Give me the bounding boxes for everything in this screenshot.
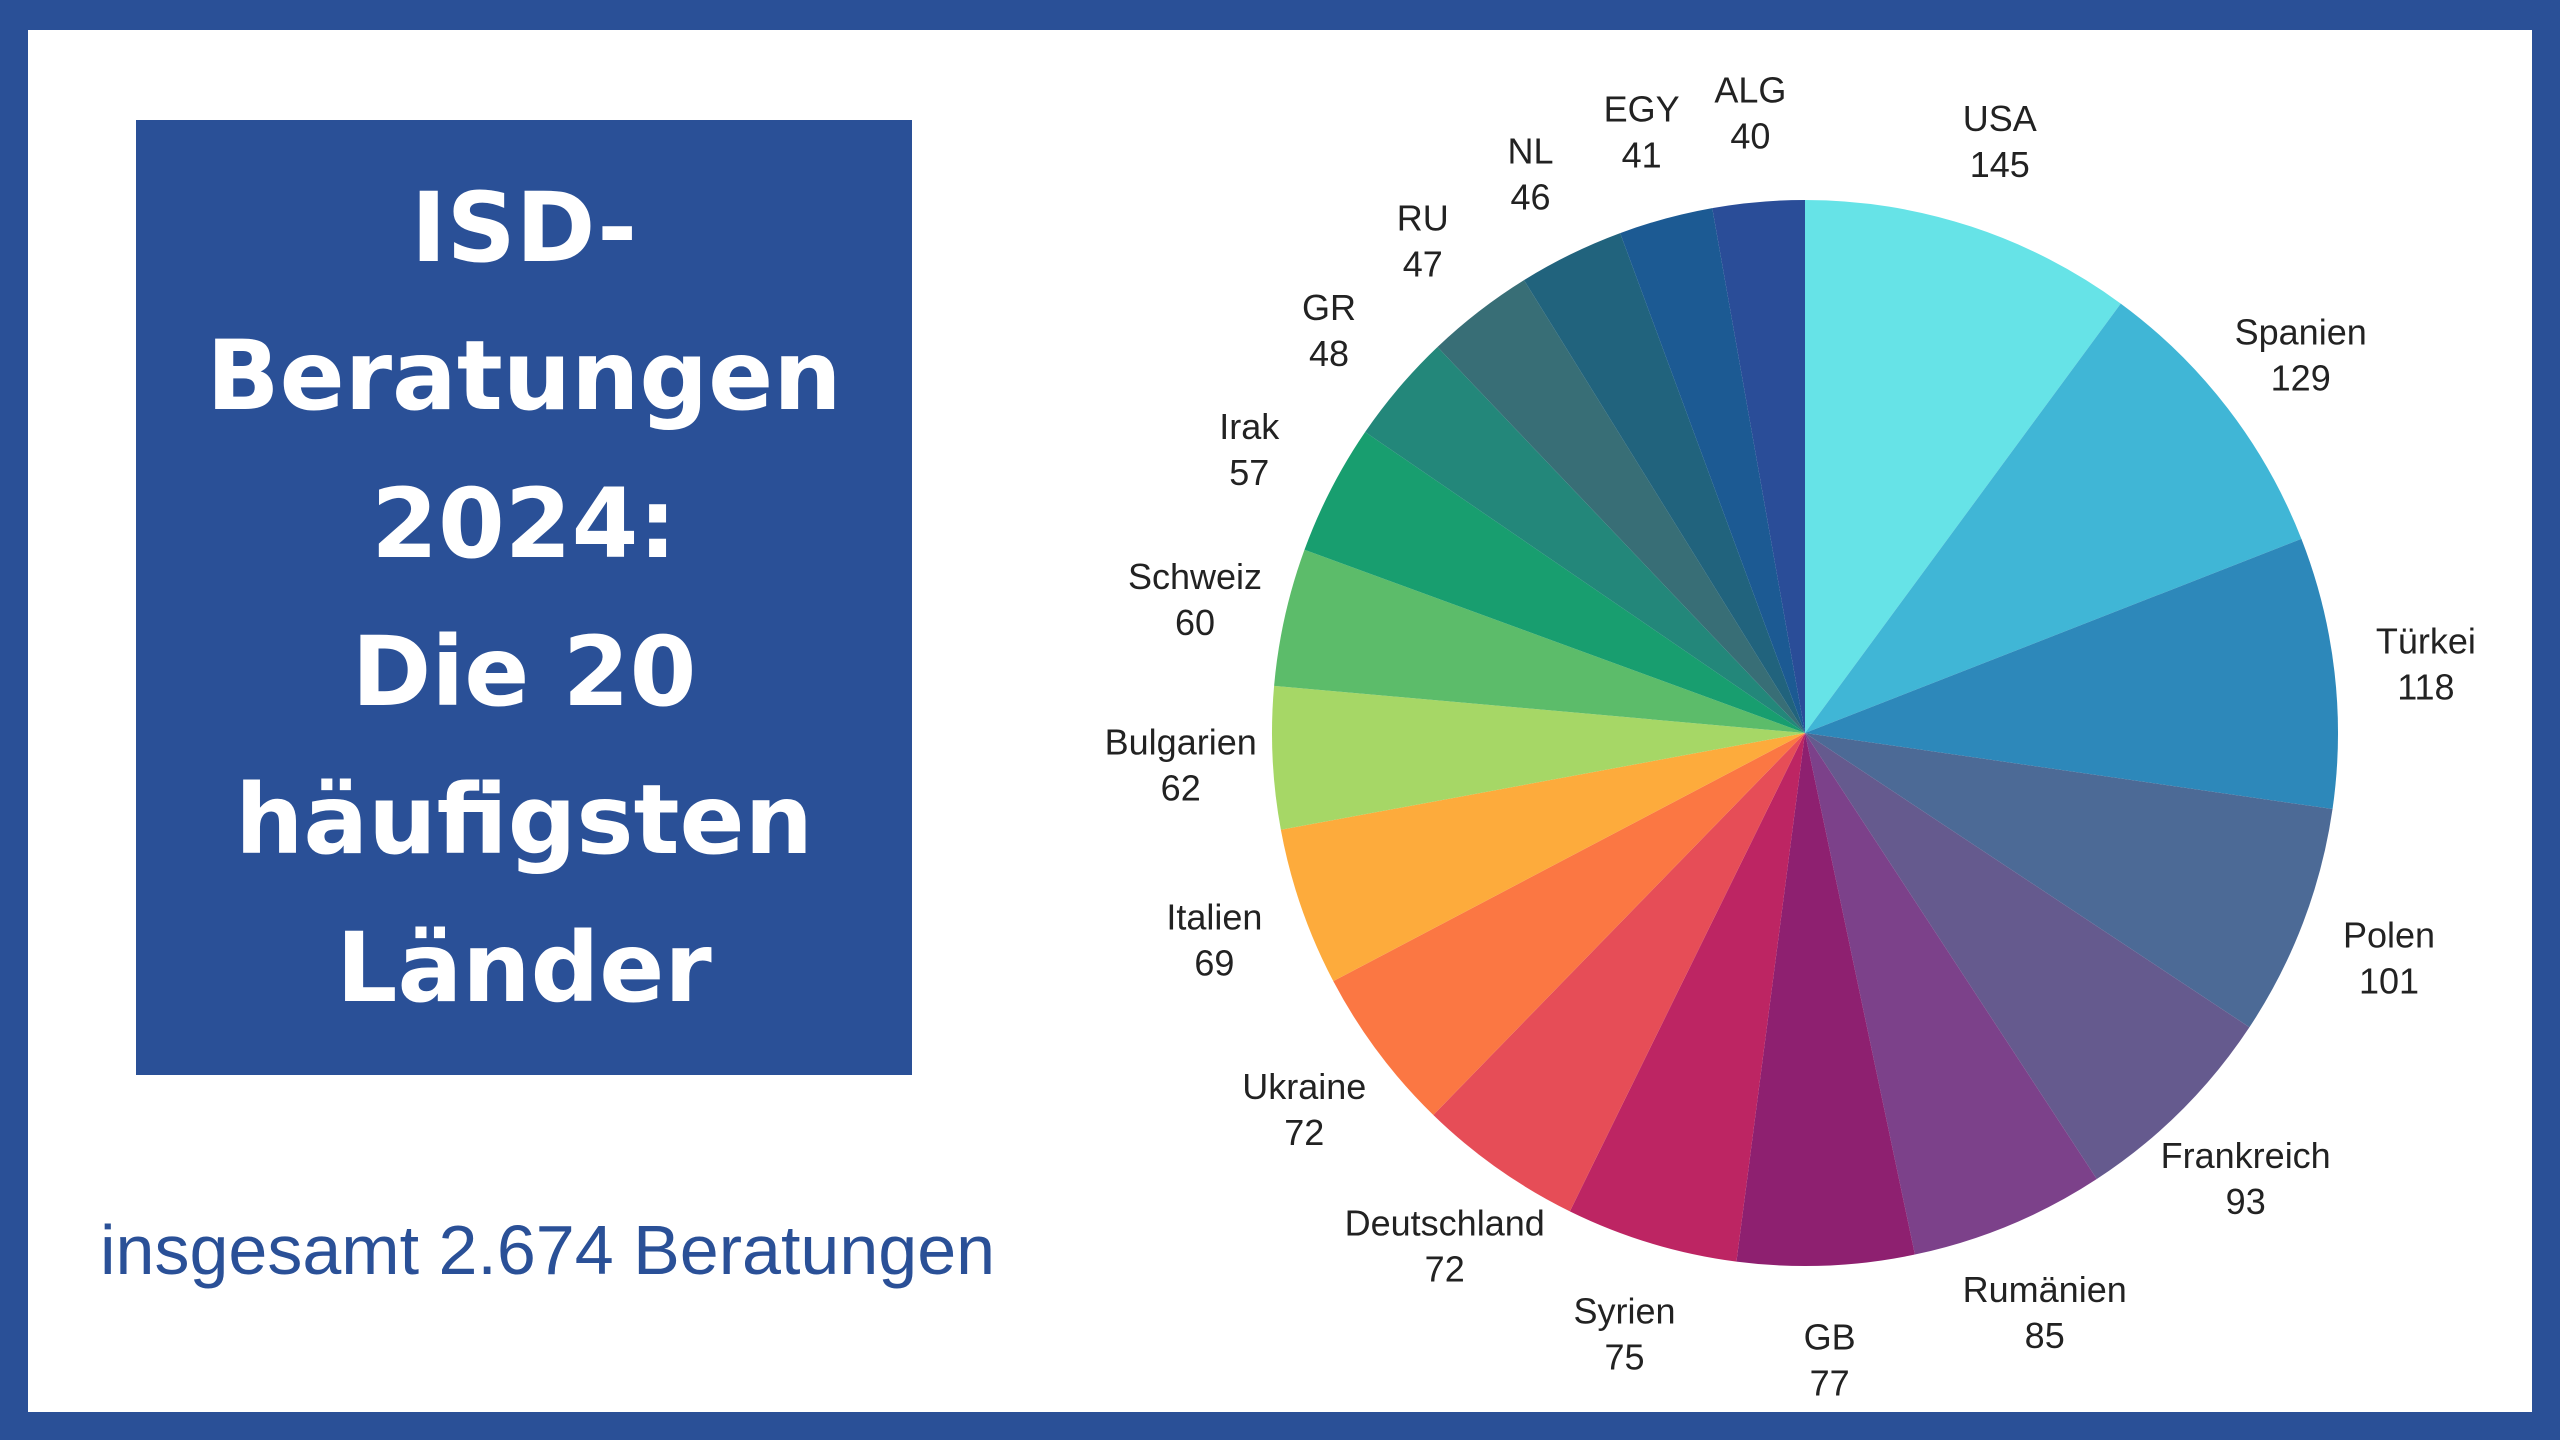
pie-slice-ukraine (1333, 733, 1805, 1115)
pie-label-italien: Italien 69 (1166, 897, 1262, 984)
pie-slice-italien (1280, 733, 1805, 982)
pie-label-irak: Irak 57 (1219, 406, 1280, 493)
pie-slice-syrien (1569, 733, 1805, 1262)
pie-label-polen: Polen 101 (2343, 915, 2435, 1002)
pie-slice-rumänien (1805, 733, 2097, 1255)
total-consultations-text: insgesamt 2.674 Beratungen (100, 1211, 996, 1289)
pie-slice-egy (1620, 208, 1805, 733)
pie-label-rumänien: Rumänien 85 (1963, 1269, 2127, 1356)
pie-label-nl: NL 46 (1507, 131, 1553, 218)
pie-slice-schweiz (1274, 549, 1805, 733)
pie-label-egy: EGY 41 (1604, 89, 1680, 176)
pie-slice-usa (1805, 200, 2121, 733)
title-line: häufigsten (235, 763, 813, 876)
pie-slice-ru (1437, 280, 1805, 733)
title-line: Die 20 (351, 615, 697, 728)
title-line: Länder (336, 911, 712, 1024)
pie-slice-irak (1304, 431, 1805, 733)
pie-slice-spanien (1805, 303, 2302, 733)
pie-slice-gr (1365, 346, 1805, 733)
pie-slice-alg (1712, 200, 1805, 733)
pie-slice-türkei (1805, 538, 2338, 810)
pie-label-bulgarien: Bulgarien 62 (1105, 721, 1257, 808)
pie-label-spanien: Spanien 129 (2235, 311, 2367, 398)
pie-slices (1272, 200, 2338, 1266)
pie-label-ru: RU 47 (1397, 198, 1449, 285)
pie-slice-bulgarien (1272, 685, 1805, 830)
title-box: ISD- Beratungen 2024: Die 20 häufigsten … (136, 120, 912, 1075)
pie-label-türkei: Türkei 118 (2376, 620, 2476, 707)
pie-label-gb: GB 77 (1804, 1317, 1856, 1404)
pie-label-syrien: Syrien 75 (1573, 1290, 1675, 1377)
pie-label-gr: GR 48 (1302, 287, 1356, 374)
pie-slice-deutschland (1433, 733, 1805, 1212)
pie-labels: USA 145 Spanien 129 Türkei 118 Polen 101 Frankre… (1105, 69, 2476, 1403)
pie-label-frankreich: Frankreich 93 (2161, 1135, 2331, 1222)
title-line: ISD- (410, 171, 638, 284)
pie-label-deutschland: Deutschland 72 (1345, 1203, 1545, 1290)
pie-slice-gb (1736, 733, 1915, 1266)
pie-label-alg: ALG 40 (1714, 69, 1786, 156)
pie-label-schweiz: Schweiz 60 (1128, 556, 1262, 643)
pie-slice-polen (1805, 733, 2333, 1028)
pie-slice-nl (1524, 233, 1805, 733)
pie-label-usa: USA 145 (1963, 98, 2037, 185)
pie-label-ukraine: Ukraine 72 (1242, 1066, 1366, 1153)
pie-slice-frankreich (1805, 733, 2250, 1180)
title-line: Beratungen (206, 319, 842, 432)
title-line: 2024: (371, 467, 677, 580)
